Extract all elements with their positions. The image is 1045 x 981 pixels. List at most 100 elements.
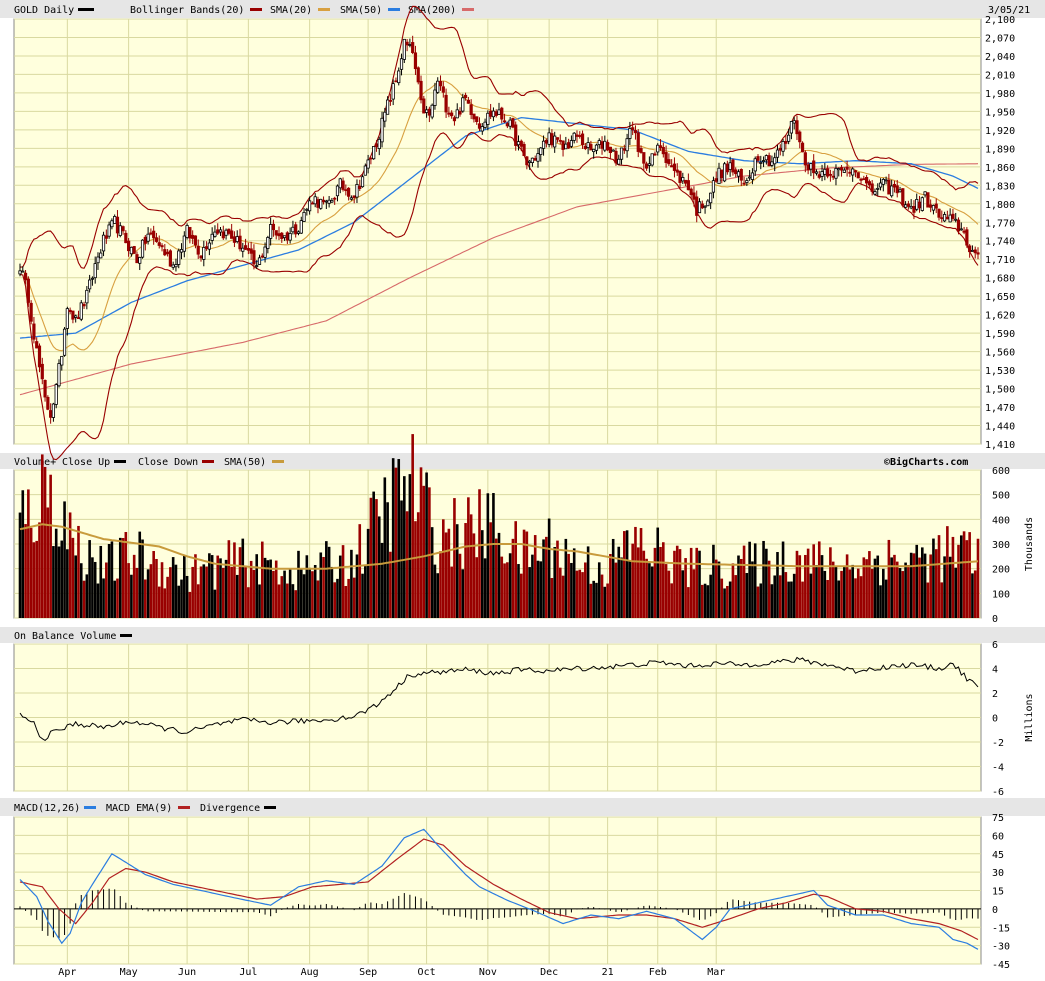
volume-bar: [667, 570, 671, 618]
candle-body: [558, 139, 562, 142]
volume-bar: [698, 550, 701, 618]
candle-body: [450, 112, 454, 117]
volume-bar: [263, 557, 267, 618]
candle-body: [656, 144, 660, 153]
volume-bar: [322, 556, 325, 618]
volume-bar: [547, 518, 551, 618]
volume-bar: [467, 497, 470, 618]
volume-bar: [96, 583, 100, 618]
candle-body: [572, 132, 576, 141]
macd-tick-label: 15: [992, 887, 1004, 898]
volume-bar: [776, 552, 779, 618]
volume-bar: [706, 585, 710, 618]
candle-body: [202, 246, 206, 260]
candle-body: [486, 112, 490, 125]
volume-bar: [662, 542, 665, 618]
volume-bar: [380, 542, 384, 618]
volume-bar: [183, 555, 186, 618]
volume-bar: [411, 434, 414, 618]
volume-bar: [336, 578, 339, 618]
obv-layer: [19, 656, 979, 742]
volume-bar: [333, 582, 336, 618]
candle-body: [942, 214, 947, 222]
candle-body: [360, 176, 365, 188]
candle-body: [931, 205, 936, 211]
candle-body: [477, 123, 482, 129]
volume-bar: [469, 514, 473, 618]
candle-body: [683, 179, 688, 184]
volume-bar: [684, 558, 687, 618]
candle-body: [541, 140, 546, 149]
obv-tick-label: 6: [992, 640, 998, 651]
volume-title: Volume+: [14, 457, 56, 468]
candle-body: [711, 180, 716, 193]
sma200-label: SMA(200): [408, 5, 456, 16]
candle-body: [124, 232, 128, 244]
candle-body: [463, 94, 468, 99]
bollinger-lower-line: [19, 131, 979, 461]
candle-body: [65, 308, 69, 329]
volume-bar: [790, 581, 793, 618]
candle-body: [46, 396, 50, 410]
candle-body: [575, 134, 579, 137]
volume-bar: [971, 573, 974, 618]
candle-body: [380, 117, 384, 143]
candle-body: [583, 145, 587, 150]
volume-bar: [260, 541, 264, 618]
candle-body: [622, 148, 626, 151]
candle-body: [330, 200, 334, 203]
candle-body: [96, 256, 100, 264]
price-tick-label: 1,890: [985, 144, 1015, 155]
candle-body: [405, 41, 409, 46]
volume-bar: [163, 588, 167, 618]
volume-bar: [636, 547, 640, 618]
candle-body: [706, 200, 710, 207]
volume-bar: [144, 579, 147, 618]
obv-tick-label: 0: [992, 714, 998, 725]
candle-body: [845, 166, 849, 170]
candle-body: [260, 255, 264, 258]
volume-bar: [280, 576, 284, 618]
volume-bar: [940, 582, 944, 618]
volume-bar: [397, 459, 401, 618]
close-up-swatch: [114, 460, 126, 463]
volume-bar: [545, 536, 548, 618]
candle-body: [168, 250, 172, 267]
volume-tick-label: 200: [992, 565, 1010, 576]
volume-bar: [54, 528, 58, 618]
volume-bar: [21, 490, 25, 618]
candle-body: [266, 237, 270, 249]
volume-bar: [40, 454, 44, 618]
volume-bar: [887, 539, 891, 618]
volume-bar: [219, 558, 222, 618]
volume-bar: [717, 561, 721, 618]
volume-bar: [422, 485, 426, 618]
candle-body: [135, 254, 139, 264]
volume-bar: [564, 538, 568, 618]
price-tick-label: 1,440: [985, 422, 1015, 433]
candle-body: [901, 188, 905, 206]
volume-bar: [269, 559, 272, 618]
candle-body: [154, 237, 159, 242]
volume-bar: [901, 571, 905, 618]
month-tick-label: Dec: [540, 967, 558, 978]
candle-body: [263, 246, 267, 258]
candle-body: [213, 231, 217, 237]
macd-header-bar: [0, 798, 1045, 816]
obv-tick-label: -4: [992, 763, 1004, 774]
volume-bar: [344, 585, 348, 618]
candle-body: [188, 226, 192, 239]
candle-body: [839, 167, 844, 171]
volume-bar: [68, 512, 72, 618]
volume-bar: [873, 558, 877, 618]
bigcharts-credit: ©BigCharts.com: [884, 456, 968, 468]
volume-bar: [745, 573, 749, 618]
volume-bar: [472, 533, 476, 618]
candle-body: [817, 174, 821, 178]
candle-body: [745, 180, 749, 183]
volume-bar: [851, 564, 854, 618]
candle-body: [789, 121, 794, 134]
candle-body: [689, 188, 693, 196]
volume-tick-label: 600: [992, 466, 1010, 477]
